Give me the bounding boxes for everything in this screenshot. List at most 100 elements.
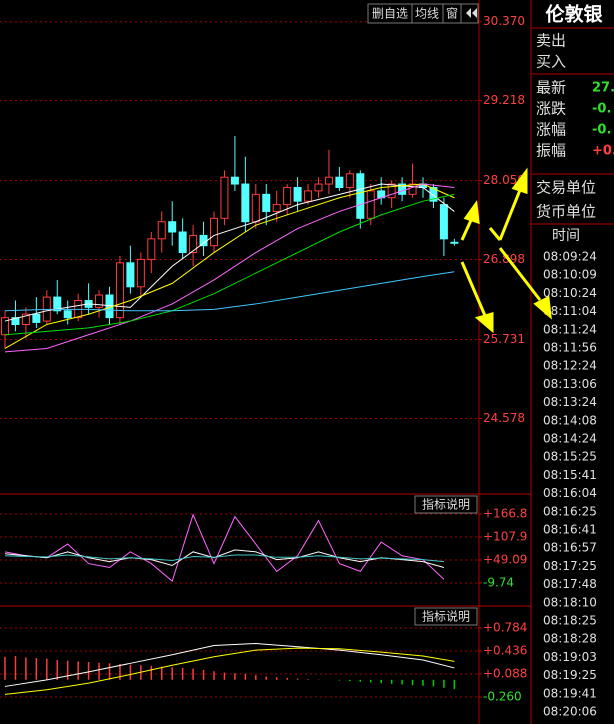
y-tick-label: -9.74: [483, 576, 514, 590]
info-label: 货币单位: [536, 203, 596, 221]
y-tick-label: 28.050: [483, 173, 525, 187]
time-entry: 08:17:25: [543, 559, 597, 573]
arrow: [460, 217, 474, 241]
quote-value: -0.: [592, 123, 611, 138]
series-line: [4, 554, 444, 563]
y-tick-label: +0.436: [483, 644, 527, 658]
quote-value: +0.4: [592, 144, 614, 159]
series-line: [4, 183, 455, 349]
candle-body: [168, 221, 177, 233]
candle-body: [115, 262, 124, 319]
time-entry: 08:14:24: [543, 432, 597, 446]
candle-body: [21, 313, 30, 325]
candle-body: [429, 186, 438, 202]
time-entry: 08:18:10: [543, 595, 597, 609]
y-tick-label: +49.09: [483, 553, 527, 567]
quote-value: -0.: [592, 102, 611, 117]
time-entry: 08:18:28: [543, 632, 597, 646]
toolbar-button[interactable]: 均线: [415, 7, 439, 21]
candle-body: [210, 217, 218, 247]
time-entry: 08:19:41: [543, 686, 597, 700]
time-header: 时间: [552, 228, 580, 244]
candle-body: [314, 183, 323, 192]
time-entry: 08:13:24: [543, 395, 597, 409]
series-line: [4, 549, 445, 568]
quote-value: 27.: [592, 81, 614, 96]
y-tick-label: -0.260: [483, 690, 522, 704]
candle-body: [241, 183, 250, 223]
time-entry: 08:16:25: [543, 504, 597, 518]
time-entry: 08:20:06: [543, 705, 597, 719]
y-tick-label: 26.898: [483, 252, 525, 266]
candle-body: [178, 231, 187, 254]
candle-body: [220, 176, 229, 219]
charts: 30.370 29.218 28.050 26.898 25.731 24.578 +166…: [0, 14, 527, 704]
toolbar-icon[interactable]: [466, 8, 477, 18]
candle-body: [304, 190, 313, 202]
time-entry: 08:16:04: [543, 486, 597, 500]
candle-body: [283, 186, 292, 206]
candle-body: [335, 176, 344, 188]
annotation-arrows: [460, 167, 552, 334]
candle-body: [63, 310, 72, 319]
arrow: [498, 247, 542, 301]
time-entry: 08:17:48: [543, 577, 597, 591]
quote-label: 涨跌: [536, 100, 566, 118]
time-entry: 08:11:24: [543, 322, 597, 336]
candle-body: [147, 238, 156, 260]
candle-body: [387, 183, 396, 199]
series-line: [4, 642, 455, 687]
toolbar-button[interactable]: 删自选: [372, 7, 408, 21]
y-tick-label: +166.8: [483, 506, 527, 520]
time-entry: 08:15:25: [543, 450, 597, 464]
candle-body: [199, 234, 208, 247]
quote-label: 卖出: [536, 32, 566, 50]
candle-body: [32, 313, 41, 323]
candle-body: [95, 294, 104, 308]
candle-body: [157, 221, 166, 240]
time-entry: 08:10:24: [543, 286, 597, 300]
candle-body: [345, 173, 354, 188]
info-label: 交易单位: [536, 179, 596, 197]
quote-label: 振幅: [536, 142, 566, 160]
candle-body: [126, 262, 135, 288]
candle-body: [293, 186, 302, 202]
time-entry: 08:11:56: [543, 341, 597, 355]
y-tick-label: 30.370: [483, 14, 525, 28]
quote-label: 涨幅: [536, 121, 566, 139]
time-entry: 08:13:06: [543, 377, 597, 391]
candle-body: [136, 258, 145, 288]
time-entry: 08:16:57: [543, 541, 597, 555]
y-tick-label: 25.731: [483, 332, 525, 346]
y-tick-label: +107.9: [483, 530, 527, 544]
y-tick-label: 29.218: [483, 93, 525, 107]
quote-label: 买入: [536, 53, 566, 71]
time-entry: 08:10:09: [543, 268, 597, 282]
arrow-head: [511, 167, 528, 195]
candle-body: [398, 183, 407, 195]
candle-body: [189, 234, 198, 254]
indicator-button[interactable]: [414, 495, 478, 514]
time-entry: 08:11:04: [543, 304, 597, 318]
candle-body: [450, 241, 459, 244]
arrow-head: [533, 295, 552, 320]
indicator-note[interactable]: 指标说明: [422, 497, 470, 512]
time-entry: 08:15:41: [543, 468, 597, 482]
candle-body: [324, 176, 333, 185]
indicator-button[interactable]: [414, 607, 478, 626]
series-line: [4, 183, 455, 322]
time-entry: 08:09:24: [543, 250, 597, 264]
candle-body: [251, 193, 260, 223]
candle-body: [230, 176, 239, 185]
toolbar-button[interactable]: 窗: [446, 7, 458, 21]
indicator-note[interactable]: 指标说明: [422, 609, 470, 624]
candle-body: [262, 193, 271, 212]
arrow: [460, 261, 488, 319]
series-line: [4, 647, 455, 695]
time-entry: 08:14:08: [543, 413, 597, 427]
arrow: [498, 189, 522, 241]
candle-body: [366, 190, 375, 219]
candle-body: [11, 317, 20, 325]
